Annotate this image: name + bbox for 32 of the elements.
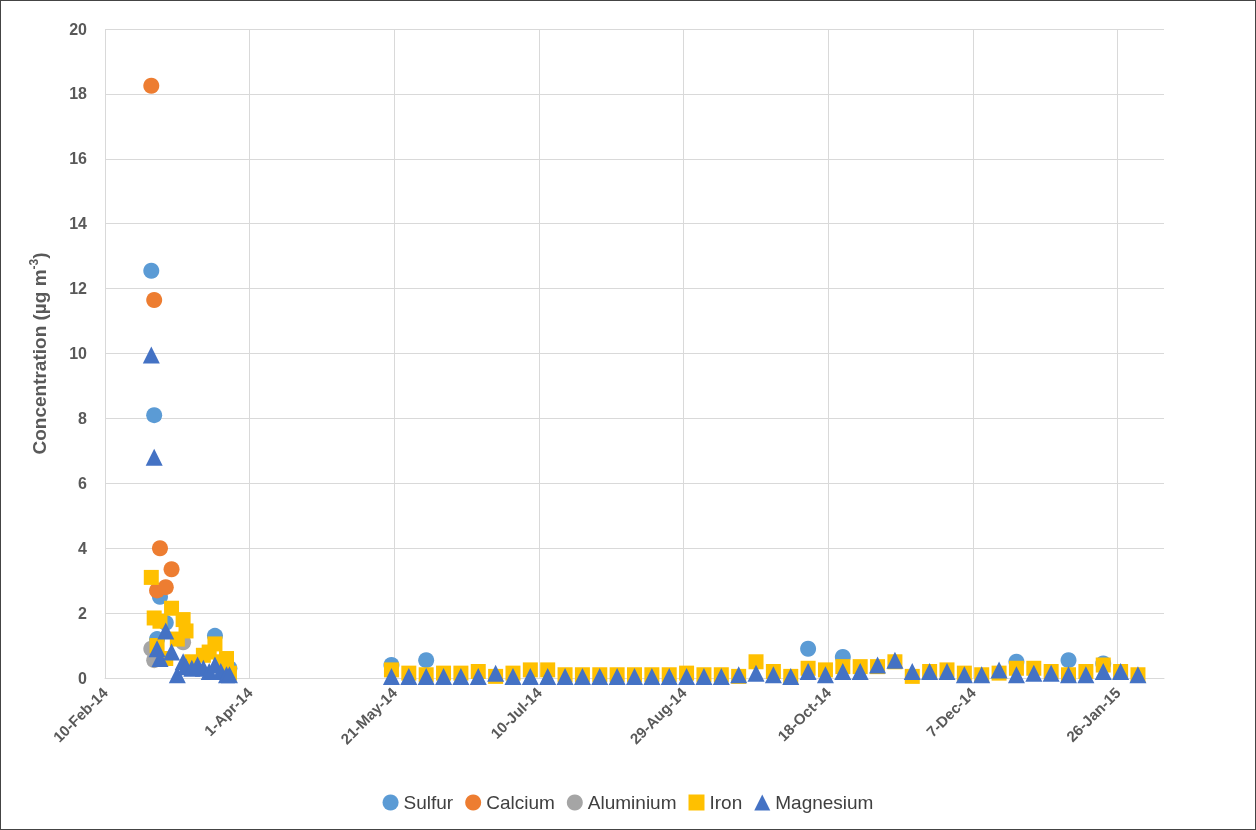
y-tick-label: 10	[69, 345, 88, 362]
legend-label: Iron	[709, 792, 743, 813]
point	[146, 407, 163, 424]
legend-label: Calcium	[486, 792, 555, 813]
y-tick-label: 18	[69, 85, 88, 103]
y-tick-label: 8	[78, 409, 88, 427]
point	[146, 291, 163, 308]
point	[157, 579, 174, 596]
point	[1060, 652, 1077, 669]
y-tick-label: 0	[78, 669, 88, 687]
point	[151, 540, 168, 557]
point	[163, 561, 180, 578]
legend-label: Magnesium	[775, 792, 874, 813]
point	[219, 651, 235, 667]
y-tick-label: 6	[78, 474, 88, 492]
point	[800, 640, 817, 657]
y-tick-label: 20	[69, 20, 88, 38]
y-tick-label: 14	[69, 215, 88, 233]
point	[143, 77, 160, 94]
point	[178, 623, 194, 639]
legend-label: Aluminium	[587, 792, 677, 813]
point	[143, 262, 160, 279]
y-tick-label: 4	[78, 539, 88, 557]
legend-label: Sulfur	[403, 792, 454, 813]
y-tick-label: 2	[78, 604, 88, 622]
y-tick-label: 16	[69, 150, 88, 168]
y-tick-label: 12	[69, 280, 88, 298]
y-axis-title: Concentration (µg m-3)	[27, 252, 50, 455]
point	[418, 652, 435, 669]
point	[164, 600, 180, 616]
point	[207, 636, 223, 652]
point	[143, 569, 159, 585]
